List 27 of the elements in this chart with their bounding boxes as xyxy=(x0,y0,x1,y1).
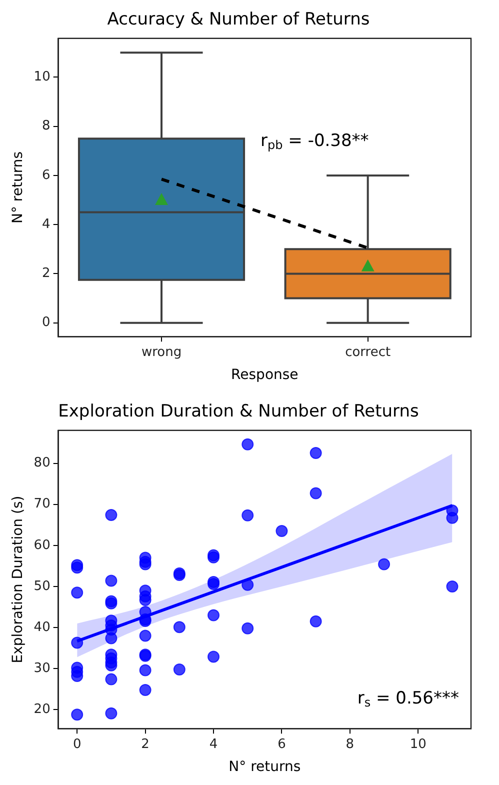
y-tick-label: 2 xyxy=(42,266,50,282)
y-tick-label: 40 xyxy=(34,620,50,635)
x-tick-label: wrong xyxy=(141,344,182,360)
y-tick-label: 30 xyxy=(34,661,50,676)
y-axis-title: Exploration Duration (s) xyxy=(10,496,26,664)
y-tick-label: 80 xyxy=(34,456,50,471)
y-axis-title: N° returns xyxy=(10,151,26,224)
x-tick-label: correct xyxy=(345,344,391,360)
x-tick-label: 4 xyxy=(209,736,218,752)
x-axis-title: N° returns xyxy=(228,759,301,776)
y-tick-label: 20 xyxy=(34,702,50,718)
x-tick-label: 6 xyxy=(278,736,286,752)
x-tick-label: 0 xyxy=(72,736,82,752)
y-tick-label: 50 xyxy=(34,578,50,594)
x-tick-label: 10 xyxy=(410,736,426,752)
y-tick-label: 10 xyxy=(34,70,50,85)
chart-title: Accuracy & Number of Returns xyxy=(107,10,370,30)
y-tick-label: 70 xyxy=(34,496,50,512)
y-tick-label: 0 xyxy=(42,315,50,330)
x-tick-label: 8 xyxy=(346,736,354,752)
chart-title: Exploration Duration & Number of Returns xyxy=(58,402,420,422)
y-tick-label: 4 xyxy=(42,216,50,232)
x-axis-title: Response xyxy=(231,367,298,384)
y-tick-label: 8 xyxy=(42,118,50,134)
x-tick-label: 2 xyxy=(141,736,150,752)
y-tick-label: 60 xyxy=(34,538,50,553)
y-tick-label: 6 xyxy=(42,168,50,183)
